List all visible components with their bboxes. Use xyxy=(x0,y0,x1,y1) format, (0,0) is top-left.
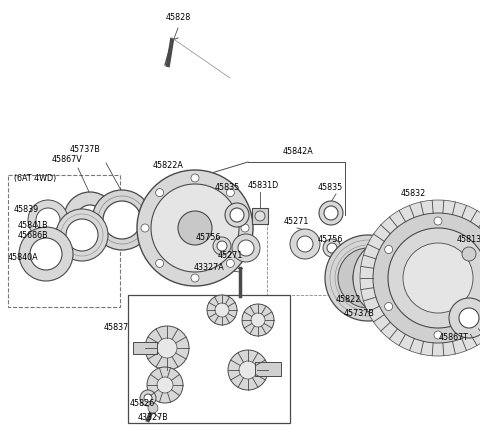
Circle shape xyxy=(388,228,480,328)
Circle shape xyxy=(327,243,337,253)
Text: 45831D: 45831D xyxy=(248,180,279,190)
Text: 45737B: 45737B xyxy=(344,308,375,318)
Text: 43327A: 43327A xyxy=(194,262,225,272)
Circle shape xyxy=(373,213,480,343)
Circle shape xyxy=(225,203,249,227)
Circle shape xyxy=(215,303,229,317)
Circle shape xyxy=(77,205,103,231)
Circle shape xyxy=(325,235,411,321)
Text: 45867V: 45867V xyxy=(52,155,83,165)
Circle shape xyxy=(157,377,173,393)
Circle shape xyxy=(217,241,227,251)
Text: 45271: 45271 xyxy=(284,218,310,226)
Circle shape xyxy=(148,403,158,413)
Circle shape xyxy=(28,200,68,240)
Circle shape xyxy=(141,224,149,232)
Circle shape xyxy=(56,209,108,261)
Text: 45837: 45837 xyxy=(104,324,129,332)
Text: 45841B: 45841B xyxy=(18,222,48,230)
Text: 45756: 45756 xyxy=(196,233,221,243)
Circle shape xyxy=(144,394,152,402)
Circle shape xyxy=(367,252,419,304)
Circle shape xyxy=(319,201,343,225)
Circle shape xyxy=(338,248,398,308)
Circle shape xyxy=(145,326,189,370)
Circle shape xyxy=(140,390,156,406)
Circle shape xyxy=(384,303,393,311)
Circle shape xyxy=(230,208,244,222)
Circle shape xyxy=(360,200,480,356)
Circle shape xyxy=(462,247,476,261)
Text: (6AT 4WD): (6AT 4WD) xyxy=(14,173,56,183)
Circle shape xyxy=(156,189,164,197)
Circle shape xyxy=(251,313,265,327)
Circle shape xyxy=(157,338,177,358)
Circle shape xyxy=(384,246,393,254)
Circle shape xyxy=(353,238,433,318)
Circle shape xyxy=(434,217,442,225)
Circle shape xyxy=(241,224,249,232)
Circle shape xyxy=(434,331,442,339)
Circle shape xyxy=(213,237,231,255)
Circle shape xyxy=(151,184,239,272)
FancyBboxPatch shape xyxy=(133,342,157,354)
Circle shape xyxy=(238,240,254,256)
Circle shape xyxy=(137,170,253,286)
Text: 45839: 45839 xyxy=(14,205,39,215)
Circle shape xyxy=(449,298,480,338)
Circle shape xyxy=(242,304,274,336)
Circle shape xyxy=(156,259,164,267)
Circle shape xyxy=(207,295,237,325)
Text: 45835: 45835 xyxy=(318,184,343,192)
Text: 45822: 45822 xyxy=(336,296,361,304)
Text: 45835: 45835 xyxy=(215,184,240,192)
FancyBboxPatch shape xyxy=(135,218,175,238)
Text: 45832: 45832 xyxy=(400,188,426,198)
Text: 45737B: 45737B xyxy=(70,145,101,155)
Text: 45756: 45756 xyxy=(318,236,343,244)
Text: 45826: 45826 xyxy=(130,399,155,407)
Text: 45822A: 45822A xyxy=(153,160,184,170)
Circle shape xyxy=(232,234,260,262)
Circle shape xyxy=(353,263,383,293)
FancyBboxPatch shape xyxy=(255,362,281,376)
Text: 45828: 45828 xyxy=(166,14,191,22)
Text: 45686B: 45686B xyxy=(18,232,48,240)
Circle shape xyxy=(30,238,62,270)
Text: 45842A: 45842A xyxy=(283,148,313,156)
Circle shape xyxy=(297,236,313,252)
Circle shape xyxy=(36,208,60,232)
Circle shape xyxy=(64,192,116,244)
Circle shape xyxy=(227,189,234,197)
Circle shape xyxy=(255,211,265,221)
Circle shape xyxy=(228,350,268,390)
FancyBboxPatch shape xyxy=(252,208,268,224)
Text: 45867T: 45867T xyxy=(439,333,469,343)
Circle shape xyxy=(324,206,338,220)
Circle shape xyxy=(227,259,234,267)
Circle shape xyxy=(147,367,183,403)
Text: 45813A: 45813A xyxy=(457,236,480,244)
Circle shape xyxy=(239,361,257,379)
Circle shape xyxy=(178,211,212,245)
Text: 43327B: 43327B xyxy=(138,413,169,423)
Circle shape xyxy=(459,308,479,328)
Circle shape xyxy=(103,201,141,239)
Circle shape xyxy=(66,219,98,251)
Circle shape xyxy=(19,227,73,281)
Circle shape xyxy=(323,239,341,257)
Circle shape xyxy=(290,229,320,259)
Circle shape xyxy=(191,274,199,282)
Circle shape xyxy=(403,243,473,313)
Circle shape xyxy=(92,190,152,250)
Circle shape xyxy=(191,174,199,182)
Text: 45271: 45271 xyxy=(218,251,243,259)
Text: 45840A: 45840A xyxy=(8,254,38,262)
